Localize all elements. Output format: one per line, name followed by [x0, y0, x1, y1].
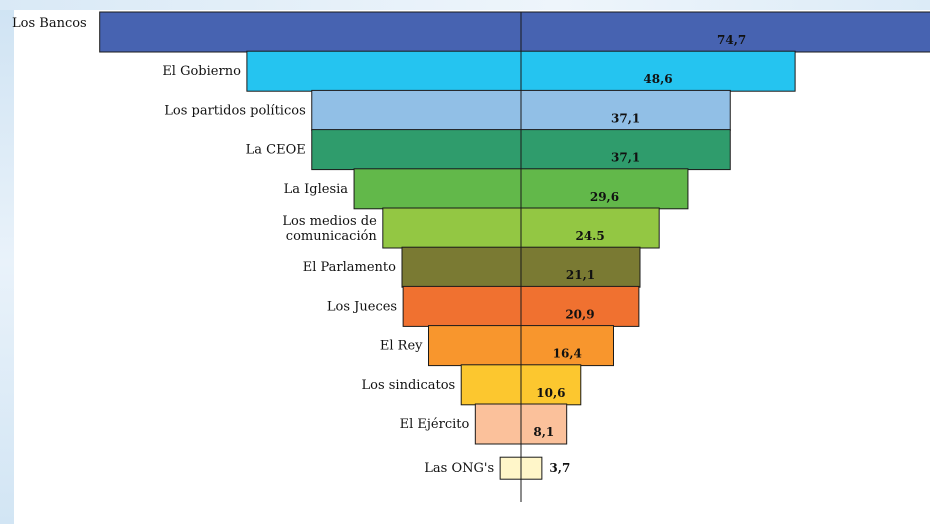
- value-label-3: 37,1: [611, 151, 640, 165]
- value-label-11: 3,7: [549, 461, 570, 475]
- category-label-11: Las ONG's: [424, 461, 494, 476]
- category-label-2: Los partidos políticos: [164, 103, 306, 118]
- value-label-6: 21,1: [566, 268, 595, 282]
- category-label-6: El Parlamento: [303, 260, 396, 275]
- value-label-9: 10,6: [536, 386, 565, 400]
- value-label-7: 20,9: [565, 307, 594, 321]
- category-label-3: La CEOE: [246, 143, 306, 158]
- value-label-0: 74,7: [717, 33, 746, 47]
- background-strip-left: [0, 0, 14, 524]
- category-label-10: El Ejército: [400, 417, 470, 432]
- value-label-2: 37,1: [611, 111, 640, 125]
- value-label-8: 16,4: [553, 347, 582, 361]
- value-label-10: 8,1: [533, 425, 554, 439]
- category-label-5: Los medios de comunicación: [282, 214, 377, 244]
- background-strip-top: [0, 0, 930, 10]
- value-label-4: 29,6: [590, 190, 619, 204]
- category-label-7: Los Jueces: [327, 299, 397, 314]
- category-label-4: La Iglesia: [284, 182, 349, 197]
- funnel-bar-0: [99, 11, 930, 53]
- category-label-8: El Rey: [380, 339, 423, 354]
- value-label-1: 48,6: [643, 72, 672, 86]
- category-label-0: Los Bancos: [12, 16, 87, 31]
- category-label-9: Los sindicatos: [362, 378, 456, 393]
- category-label-1: El Gobierno: [162, 64, 241, 79]
- value-label-5: 24.5: [575, 229, 604, 243]
